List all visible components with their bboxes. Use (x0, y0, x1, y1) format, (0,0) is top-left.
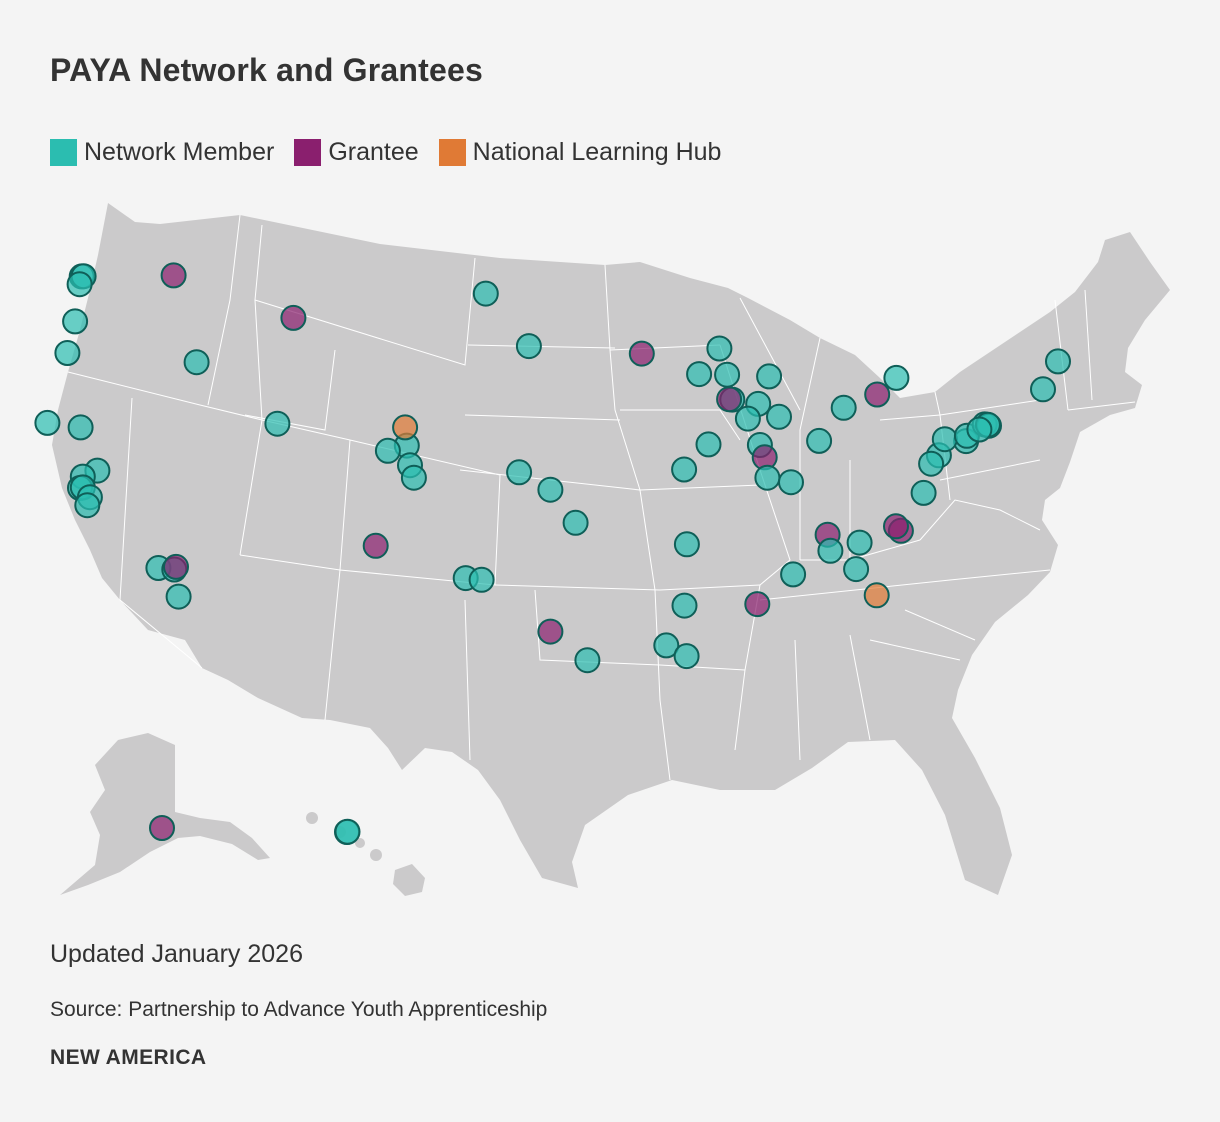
network-member-marker[interactable] (734, 405, 761, 432)
network-member-marker[interactable] (706, 335, 733, 362)
grantee-marker[interactable] (864, 381, 891, 408)
network-member-marker[interactable] (673, 531, 700, 558)
network-member-marker[interactable] (754, 464, 781, 491)
grantee-marker[interactable] (160, 262, 187, 289)
legend-label-grantee: Grantee (328, 138, 419, 166)
network-member-marker[interactable] (34, 409, 61, 436)
network-member-marker[interactable] (843, 556, 870, 583)
contiguous-us-shape (52, 203, 1170, 895)
network-member-marker[interactable] (931, 426, 958, 453)
brand-logo-text: NEW AMERICA (50, 1046, 207, 1069)
network-member-marker[interactable] (66, 271, 93, 298)
grantee-marker[interactable] (744, 591, 771, 618)
grantee-marker[interactable] (362, 532, 389, 559)
grantee-marker[interactable] (537, 618, 564, 645)
network-member-marker[interactable] (806, 427, 833, 454)
network-member-marker[interactable] (374, 437, 401, 464)
network-member-marker[interactable] (830, 394, 857, 421)
network-member-marker[interactable] (515, 333, 542, 360)
network-member-marker[interactable] (910, 479, 937, 506)
network-member-marker[interactable] (67, 414, 94, 441)
network-member-marker[interactable] (817, 537, 844, 564)
network-member-marker[interactable] (400, 464, 427, 491)
network-member-marker[interactable] (62, 308, 89, 335)
network-member-marker[interactable] (671, 456, 698, 483)
legend-label-national-learning-hub: National Learning Hub (472, 138, 722, 166)
legend-item-grantee[interactable]: Grantee (294, 138, 419, 167)
grantee-marker[interactable] (628, 340, 655, 367)
map-legend: Network Member Grantee National Learning… (50, 138, 721, 167)
network-member-marker[interactable] (918, 450, 945, 477)
legend-label-network-member: Network Member (84, 138, 275, 166)
map-land (52, 203, 1170, 896)
network-member-marker[interactable] (846, 529, 873, 556)
hawaii-island-maui (370, 849, 382, 861)
network-member-marker[interactable] (695, 431, 722, 458)
network-member-marker[interactable] (183, 349, 210, 376)
updated-note: Updated January 2026 (50, 940, 303, 968)
grantee-marker[interactable] (149, 815, 175, 841)
network-member-marker[interactable] (966, 416, 993, 443)
network-member-marker[interactable] (1030, 376, 1056, 403)
network-member-marker[interactable] (653, 632, 680, 659)
legend-item-network-member[interactable]: Network Member (50, 138, 274, 167)
source-note: Source: Partnership to Advance Youth App… (50, 998, 548, 1021)
network-member-marker[interactable] (74, 492, 101, 519)
network-member-marker[interactable] (574, 647, 601, 674)
network-member-marker[interactable] (883, 364, 910, 391)
network-member-marker[interactable] (1045, 348, 1071, 375)
hawaii-island-molokai (355, 838, 365, 848)
network-member-marker[interactable] (673, 643, 700, 670)
grantee-marker[interactable] (163, 553, 189, 580)
network-member-marker[interactable] (506, 459, 533, 486)
map-markers (34, 262, 1071, 845)
legend-swatch-grantee (294, 139, 322, 166)
grantee-marker[interactable] (883, 513, 909, 540)
network-member-marker[interactable] (778, 469, 804, 496)
legend-swatch-national-learning-hub (438, 139, 466, 166)
network-member-marker[interactable] (334, 818, 361, 845)
hawaii-island-kauai (306, 812, 318, 824)
hawaii-big-island (393, 864, 425, 896)
learning-hub-marker[interactable] (863, 582, 890, 609)
network-member-marker[interactable] (686, 361, 713, 388)
network-member-marker[interactable] (468, 566, 495, 593)
grantee-marker[interactable] (716, 386, 743, 413)
network-member-marker[interactable] (264, 410, 291, 437)
network-member-marker[interactable] (562, 509, 589, 536)
network-member-marker[interactable] (671, 592, 698, 619)
network-member-marker[interactable] (54, 340, 81, 366)
network-member-marker[interactable] (714, 361, 741, 388)
network-member-marker[interactable] (766, 403, 792, 430)
grantee-marker[interactable] (280, 304, 307, 331)
legend-swatch-network-member (50, 139, 77, 166)
network-member-marker[interactable] (537, 476, 564, 503)
network-member-marker[interactable] (472, 280, 499, 307)
state-borders (67, 214, 1136, 781)
alaska-shape (60, 733, 270, 895)
network-member-marker[interactable] (756, 363, 783, 390)
legend-item-national-learning-hub[interactable]: National Learning Hub (438, 138, 722, 167)
learning-hub-marker[interactable] (392, 414, 419, 441)
network-member-marker[interactable] (165, 583, 192, 610)
network-member-marker[interactable] (780, 561, 807, 588)
map-title: PAYA Network and Grantees (50, 52, 484, 88)
